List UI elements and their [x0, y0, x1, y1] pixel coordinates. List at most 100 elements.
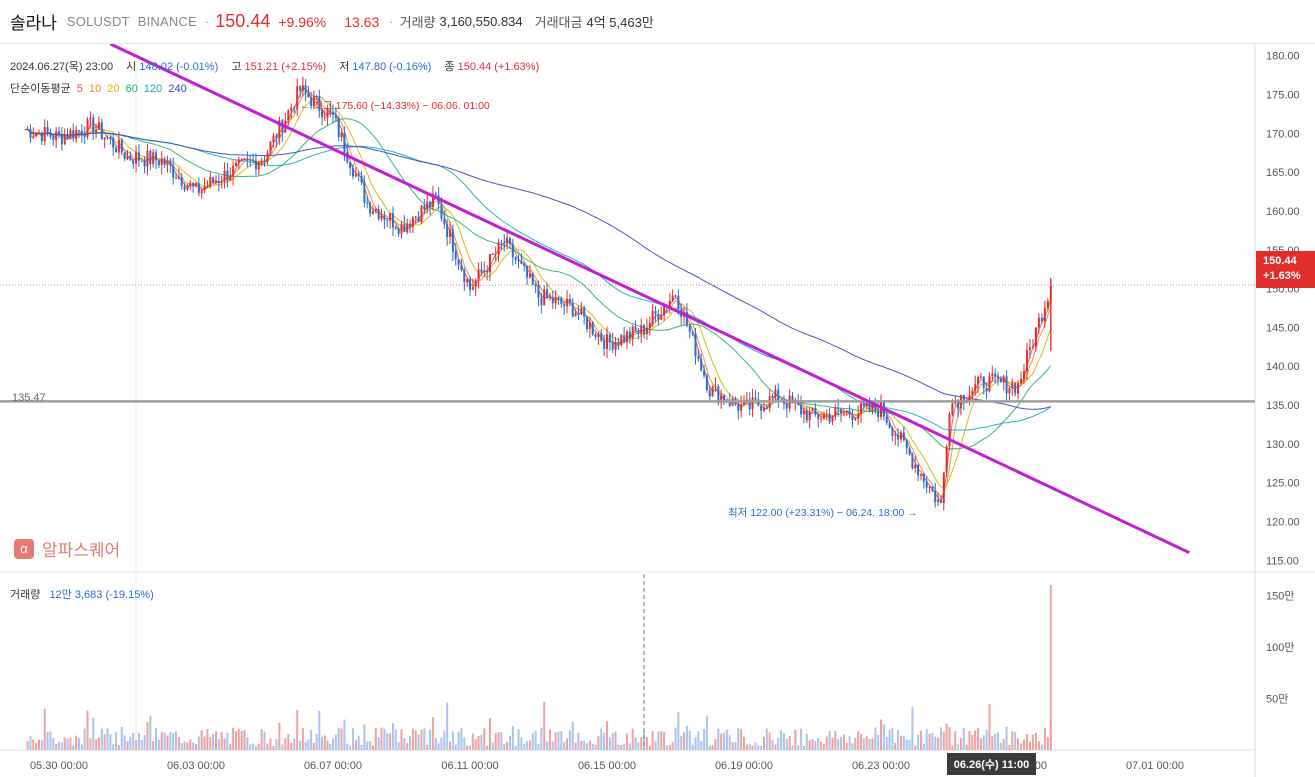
candle-body	[671, 295, 674, 301]
candle-body	[200, 189, 203, 194]
alpha-square-icon: α	[14, 538, 34, 559]
volume-bar	[834, 730, 837, 750]
volume-bar	[454, 744, 457, 750]
volume-bar	[406, 743, 409, 750]
volume-bar	[491, 742, 494, 750]
candle-body	[454, 251, 457, 260]
candle-body	[891, 427, 894, 436]
candle-body	[588, 322, 591, 330]
volume-bar	[925, 728, 928, 750]
volume-bar	[172, 733, 175, 750]
volume-bar	[318, 710, 321, 750]
candle-body	[46, 126, 49, 133]
close-value: 150.44	[457, 61, 492, 73]
candle-body	[720, 395, 723, 404]
candle-body	[688, 325, 691, 332]
volume-bar	[528, 740, 531, 750]
volume-bar	[534, 730, 537, 750]
candle-body	[315, 95, 318, 97]
volume-bar	[446, 702, 449, 750]
volume-bar	[854, 738, 857, 750]
volume-bar	[349, 745, 352, 750]
volume-bar	[951, 745, 954, 750]
candle-body	[329, 109, 332, 112]
volume-bar	[897, 729, 900, 750]
candle-body	[129, 155, 132, 161]
volume-bar	[771, 740, 774, 750]
volume-bar	[620, 744, 623, 750]
low-label: 저	[339, 61, 350, 73]
close-pct: (+1.63%)	[494, 61, 540, 73]
volume-bar	[429, 729, 432, 750]
candle-body	[477, 269, 480, 281]
candle-body	[508, 237, 511, 244]
volume-bar	[554, 732, 557, 750]
volume-bar	[691, 744, 694, 750]
volume-bar	[865, 736, 868, 750]
candle-body	[75, 130, 78, 139]
candle-body	[214, 181, 217, 183]
volume-bar	[440, 737, 443, 750]
ma-period-120: 120	[143, 83, 163, 95]
volume-bar	[323, 735, 326, 750]
volume-bar	[49, 731, 52, 750]
y-tick-label: 140.00	[1266, 361, 1300, 373]
candle-body	[563, 304, 566, 307]
asset-name[interactable]: 솔라나	[10, 14, 57, 33]
volume-tick-label: 50만	[1266, 692, 1288, 705]
volume-bar	[874, 727, 877, 750]
volume-bar	[697, 731, 700, 750]
candle-body	[340, 132, 343, 138]
candle-body	[307, 92, 310, 98]
candle-body	[674, 295, 677, 297]
candle-body	[272, 135, 275, 142]
volume-bar	[1017, 738, 1019, 750]
volume-bar	[683, 732, 686, 750]
candle-body	[905, 440, 908, 449]
volume-bar	[974, 730, 977, 750]
candle-body	[183, 186, 186, 190]
volume-bar	[92, 718, 95, 750]
candle-body	[166, 160, 169, 165]
volume-bar	[474, 739, 477, 750]
candle-body	[897, 434, 900, 440]
volume-bar	[762, 736, 765, 750]
volume-bar	[403, 738, 406, 750]
y-tick-label: 135.00	[1266, 400, 1300, 412]
candle-body	[842, 412, 845, 414]
candle-body	[157, 160, 160, 166]
price-chart[interactable]: 180.00175.00170.00165.00160.00155.00150.…	[0, 44, 1315, 777]
ma-legend[interactable]: 단순이동평균 5 10 20 60 120 240	[10, 80, 187, 96]
volume-bar	[868, 738, 871, 750]
volume-bar	[38, 739, 41, 750]
volume-bar	[557, 731, 560, 750]
volume-bar	[386, 733, 389, 750]
candle-body	[100, 122, 103, 140]
candle-body	[902, 432, 905, 441]
volume-bar	[931, 733, 934, 750]
candle-body	[206, 186, 209, 188]
volume-bar	[240, 731, 243, 750]
volume-bar	[997, 732, 1000, 750]
volume-bar	[651, 731, 654, 750]
candle-body	[369, 203, 372, 214]
candle-body	[287, 110, 290, 121]
volume-bar	[117, 745, 120, 750]
volume-bar	[905, 739, 908, 750]
volume-bar	[862, 738, 865, 750]
volume-bar	[123, 735, 126, 750]
candle-body	[931, 487, 934, 491]
candle-body	[1031, 346, 1034, 348]
volume-bar	[163, 732, 166, 750]
candle-body	[246, 158, 249, 160]
candle-body	[349, 161, 352, 169]
volume-bar	[469, 745, 471, 750]
volume-bar	[760, 745, 763, 750]
volume-bar	[29, 736, 32, 750]
volume-bar	[169, 731, 172, 750]
candle-body	[115, 147, 118, 153]
volume-bar	[774, 744, 777, 750]
candle-body	[146, 150, 149, 167]
volume-bar	[1002, 738, 1005, 750]
volume-bar	[948, 726, 951, 750]
